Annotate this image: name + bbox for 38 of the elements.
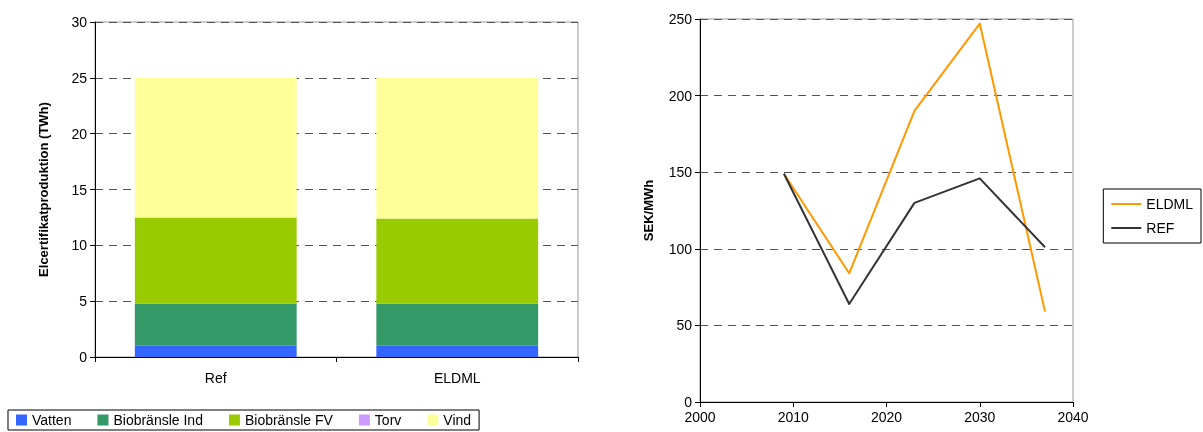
legend-label: Vind — [443, 412, 472, 428]
bar — [376, 303, 539, 346]
legend-label: Vatten — [32, 412, 72, 428]
x-tick-label: 2040 — [1057, 409, 1089, 425]
y-axis-title: SEK/MWh — [641, 179, 656, 242]
legend-label: Torv — [374, 412, 402, 428]
y-tick-label: 200 — [668, 87, 693, 104]
bar — [376, 345, 539, 357]
legend-label: Biobränsle FV — [244, 412, 334, 428]
y-tick-label: 20 — [71, 125, 88, 142]
x-tick-label: 2010 — [777, 409, 810, 425]
y-tick-label: 30 — [71, 14, 88, 30]
line-series — [782, 172, 1047, 305]
legend-label: Biobränsle Ind — [113, 412, 203, 428]
bar — [376, 218, 539, 304]
bar — [134, 217, 297, 304]
y-tick-label: 0 — [79, 349, 88, 365]
y-tick-label: 0 — [684, 394, 693, 410]
y-tick-label: 5 — [79, 293, 88, 310]
bar — [134, 303, 297, 346]
y-axis-title: Elcertifikatproduktion (TWh) — [36, 102, 51, 277]
line-series — [782, 22, 1047, 313]
bar — [376, 77, 539, 219]
y-tick-label: 50 — [676, 317, 693, 334]
y-tick-label: 25 — [71, 69, 88, 86]
bar — [134, 345, 297, 357]
y-tick-label: 10 — [71, 237, 88, 254]
bar — [134, 77, 297, 218]
y-tick-label: 15 — [71, 181, 88, 198]
y-tick-label: 250 — [668, 11, 693, 27]
y-tick-label: 100 — [668, 240, 693, 257]
x-tick-label: 2020 — [870, 409, 903, 425]
x-tick-label: Ref — [204, 370, 227, 386]
y-tick-label: 150 — [668, 164, 693, 181]
x-tick-label: 2000 — [684, 409, 716, 425]
legend-label: REF — [1146, 220, 1175, 236]
legend-label: ELDML — [1146, 196, 1194, 212]
x-tick-label: 2030 — [964, 409, 996, 425]
